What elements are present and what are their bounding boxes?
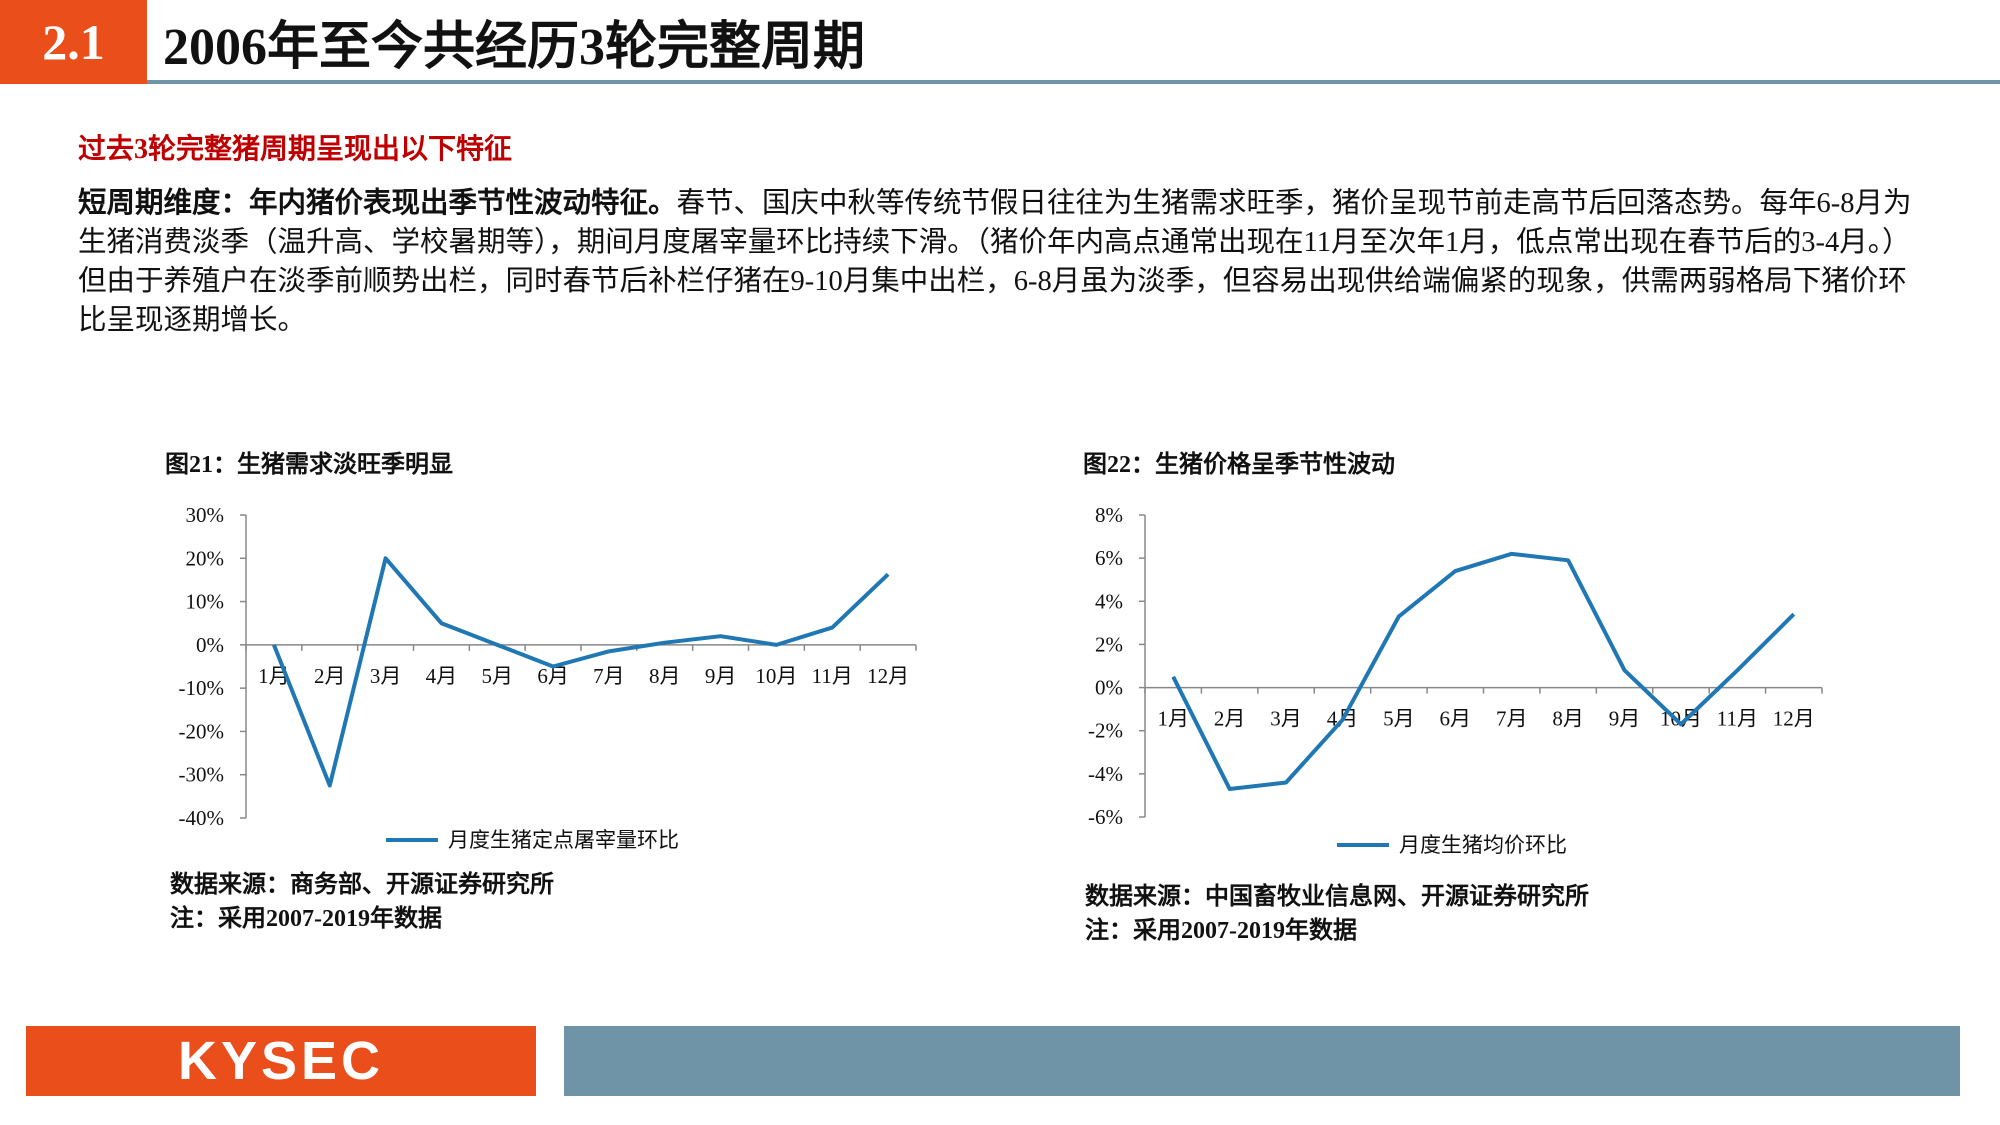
x-tick-label: 1月: [258, 664, 290, 688]
title-divider: [147, 80, 2000, 84]
y-tick-label: 0%: [1095, 676, 1123, 700]
body-text: 春节、国庆中秋等传统节假日往往为生猪需求旺季，猪价呈现节前走高节后回落态势。每年…: [78, 188, 1912, 336]
chart-title: 图22：生猪价格呈季节性波动: [1083, 452, 1395, 478]
x-tick-label: 12月: [867, 664, 909, 688]
footer-bar: [564, 1026, 1960, 1096]
chart-note: 注：采用2007-2019年数据: [170, 906, 442, 932]
x-tick-label: 3月: [1270, 707, 1302, 731]
y-tick-label: 10%: [186, 590, 225, 614]
section-number-badge: 2.1: [0, 0, 147, 84]
x-tick-label: 5月: [1383, 707, 1415, 731]
x-tick-label: 7月: [593, 664, 625, 688]
x-tick-label: 12月: [1773, 707, 1815, 731]
x-tick-label: 6月: [1440, 707, 1472, 731]
x-tick-label: 2月: [314, 664, 346, 688]
y-tick-label: 8%: [1095, 503, 1123, 527]
x-tick-label: 4月: [426, 664, 458, 688]
body-lead: 短周期维度：年内猪价表现出季节性波动特征。: [78, 188, 677, 219]
legend-label: 月度生猪均价环比: [1399, 833, 1567, 857]
y-tick-label: -6%: [1088, 805, 1123, 829]
x-tick-label: 5月: [482, 664, 514, 688]
y-tick-label: 4%: [1095, 589, 1123, 613]
y-tick-label: -2%: [1088, 719, 1123, 743]
x-tick-label: 10月: [755, 664, 797, 688]
x-tick-label: 6月: [537, 664, 569, 688]
y-tick-label: -20%: [179, 719, 225, 743]
kysec-logo: KYSEC: [26, 1026, 536, 1096]
subheading: 过去3轮完整猪周期呈现出以下特征: [78, 134, 513, 165]
x-tick-label: 2月: [1214, 707, 1246, 731]
y-tick-label: 20%: [186, 546, 225, 570]
series-line: [1171, 551, 1796, 791]
series-line: [272, 556, 890, 788]
y-tick-label: -10%: [179, 676, 225, 700]
y-tick-label: 30%: [186, 503, 225, 527]
x-tick-label: 11月: [812, 664, 853, 688]
chart-source: 数据来源：中国畜牧业信息网、开源证券研究所: [1085, 884, 1589, 910]
x-tick-label: 9月: [1609, 707, 1641, 731]
x-tick-label: 3月: [370, 664, 402, 688]
x-tick-label: 8月: [1552, 707, 1584, 731]
x-tick-label: 9月: [705, 664, 737, 688]
y-tick-label: 6%: [1095, 546, 1123, 570]
x-tick-label: 7月: [1496, 707, 1528, 731]
x-tick-label: 8月: [649, 664, 681, 688]
chart-note: 注：采用2007-2019年数据: [1085, 918, 1357, 944]
page-title: 2006年至今共经历3轮完整周期: [163, 19, 866, 76]
y-tick-label: -40%: [179, 806, 225, 830]
legend-label: 月度生猪定点屠宰量环比: [448, 828, 679, 852]
x-tick-label: 1月: [1157, 707, 1189, 731]
x-tick-label: 11月: [1717, 707, 1758, 731]
x-tick-label: 10月: [1660, 707, 1702, 731]
chart-title: 图21：生猪需求淡旺季明显: [165, 452, 453, 478]
x-tick-label: 4月: [1327, 707, 1359, 731]
y-tick-label: -4%: [1088, 762, 1123, 786]
y-tick-label: 2%: [1095, 632, 1123, 656]
y-tick-label: -30%: [179, 763, 225, 787]
y-tick-label: 0%: [196, 633, 224, 657]
body-paragraph: 短周期维度：年内猪价表现出季节性波动特征。春节、国庆中秋等传统节假日往往为生猪需…: [78, 184, 1918, 340]
chart-source: 数据来源：商务部、开源证券研究所: [170, 872, 554, 898]
